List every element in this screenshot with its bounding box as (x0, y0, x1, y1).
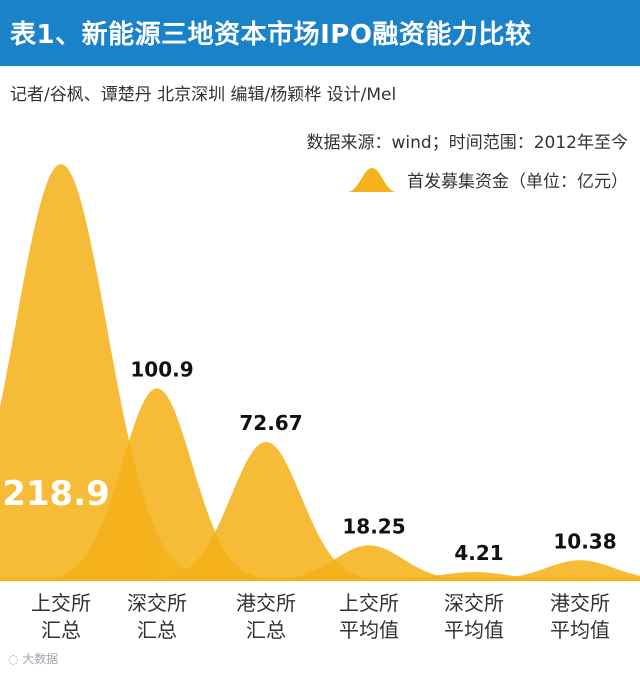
legend-swatch-icon (347, 168, 397, 192)
data-label-5: 10.38 (553, 529, 616, 553)
peak-1 (17, 388, 297, 580)
data-label-4: 4.21 (454, 541, 503, 565)
category-label-5: 港交所平均值 (550, 591, 610, 642)
category-label-0: 上交所汇总 (31, 591, 91, 642)
peak-2 (126, 441, 406, 580)
peak-5 (444, 560, 640, 580)
peak-0 (0, 164, 245, 580)
watermark: ◌ 大数据 (8, 652, 59, 666)
title-bar: 表1、新能源三地资本市场IPO融资能力比较 (0, 0, 640, 66)
category-label-3: 上交所平均值 (339, 591, 399, 642)
category-label-2: 港交所汇总 (236, 591, 296, 642)
peak-4 (338, 572, 610, 580)
legend-label: 首发募集资金（单位：亿元） (407, 171, 628, 192)
data-label-0: 218.9 (2, 474, 110, 514)
data-label-2: 72.67 (239, 411, 302, 435)
category-label-1: 深交所汇总 (127, 591, 187, 642)
data-label-3: 18.25 (342, 514, 405, 538)
peak-3 (233, 545, 505, 580)
credit-line: 记者/谷枫、谭楚丹 北京深圳 编辑/杨颖桦 设计/Mel (10, 85, 397, 105)
chart-title: 表1、新能源三地资本市场IPO融资能力比较 (10, 20, 532, 50)
data-label-1: 100.9 (130, 357, 193, 381)
category-label-4: 深交所平均值 (444, 591, 504, 642)
data-source: 数据来源：wind；时间范围：2012年至今 (306, 133, 628, 153)
legend: 首发募集资金（单位：亿元） (347, 164, 628, 194)
